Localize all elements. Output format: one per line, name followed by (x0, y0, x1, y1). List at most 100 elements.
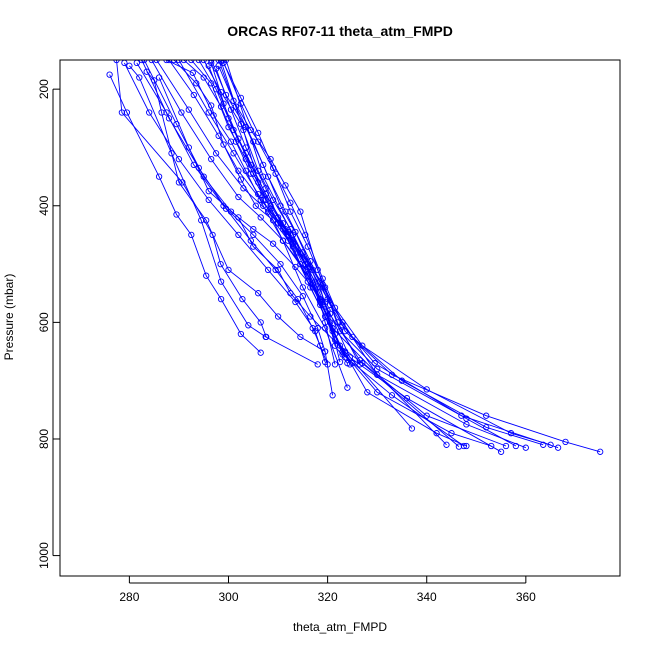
y-tick-label: 600 (37, 312, 51, 332)
data-point (245, 322, 252, 329)
data-point (217, 278, 225, 285)
series-12 (208, 60, 554, 448)
data-point (297, 208, 304, 215)
data-point (388, 392, 396, 399)
data-point (408, 425, 416, 432)
series-line (146, 71, 326, 352)
data-point (269, 164, 277, 172)
data-point (163, 109, 170, 116)
y-axis: 200 400 600 800 1000 (37, 79, 60, 569)
data-point (262, 190, 269, 198)
data-point (349, 333, 356, 341)
data-point (297, 333, 304, 341)
data-point (597, 448, 604, 455)
series-line (210, 60, 551, 446)
data-point (292, 298, 299, 306)
series-line (123, 62, 326, 363)
data-point (257, 319, 264, 326)
data-point (497, 448, 505, 455)
data-point (222, 205, 230, 212)
data-point (225, 115, 232, 122)
data-point (460, 442, 468, 450)
data-point (239, 295, 246, 303)
series-line (136, 62, 334, 396)
data-point (220, 141, 227, 148)
data-point (146, 109, 153, 116)
data-point (189, 69, 196, 76)
data-point (232, 103, 240, 110)
data-point (163, 60, 170, 64)
data-point (371, 360, 378, 367)
data-point (217, 260, 224, 268)
data-point (237, 330, 245, 338)
data-point (175, 60, 183, 64)
data-point (339, 322, 346, 329)
data-point (195, 60, 202, 64)
data-point (433, 430, 440, 437)
data-point (356, 361, 363, 368)
series-line (143, 60, 348, 364)
data-point (170, 60, 178, 64)
data-point (317, 295, 324, 303)
data-point (123, 109, 131, 116)
data-point (148, 60, 155, 64)
data-point (212, 150, 220, 157)
data-point (225, 266, 232, 274)
data-point (185, 106, 192, 113)
x-tick-label: 360 (516, 590, 536, 604)
x-tick-label: 340 (417, 590, 437, 604)
series-28 (121, 60, 329, 366)
data-point (317, 342, 324, 349)
y-tick-label: 1000 (37, 542, 51, 569)
data-point (314, 361, 321, 368)
data-point (230, 150, 237, 157)
data-point (240, 185, 247, 192)
chart-title: ORCAS RF07-11 theta_atm_FMPD (227, 23, 453, 39)
data-point (153, 60, 160, 64)
data-point (334, 319, 341, 326)
data-point (203, 272, 210, 279)
data-point (292, 263, 299, 271)
data-point (287, 208, 294, 215)
data-point (173, 211, 180, 218)
data-point (158, 109, 165, 116)
series-line (225, 60, 465, 447)
data-point (321, 358, 329, 366)
data-point (304, 243, 311, 250)
data-point (222, 60, 230, 64)
data-point (235, 231, 242, 239)
data-point (463, 415, 470, 422)
data-point (175, 155, 183, 163)
data-point (374, 365, 381, 373)
data-point (304, 278, 311, 285)
data-point (423, 386, 430, 393)
data-point (488, 442, 495, 450)
series-27 (138, 60, 331, 368)
data-point (547, 441, 554, 448)
x-axis-label: theta_atm_FMPD (293, 620, 387, 634)
data-point (235, 167, 242, 174)
series-3 (126, 62, 321, 368)
data-point (235, 193, 242, 201)
data-point (178, 109, 185, 116)
data-point (237, 176, 245, 183)
data-point (242, 150, 249, 157)
data-point (279, 237, 287, 244)
data-point (502, 442, 510, 450)
data-point (168, 150, 175, 157)
data-point (255, 129, 262, 137)
data-point (190, 91, 197, 99)
data-point (260, 173, 267, 180)
series-25 (175, 60, 339, 368)
series-layer (106, 60, 604, 455)
data-point (302, 231, 309, 239)
data-point (212, 86, 220, 93)
data-point (312, 327, 319, 335)
data-point (205, 188, 212, 195)
data-point (274, 220, 282, 227)
data-point (255, 190, 262, 198)
x-axis: 280 300 320 340 360 (119, 576, 536, 604)
plot-frame (59, 59, 621, 577)
data-point (188, 60, 195, 64)
data-point (344, 384, 351, 391)
